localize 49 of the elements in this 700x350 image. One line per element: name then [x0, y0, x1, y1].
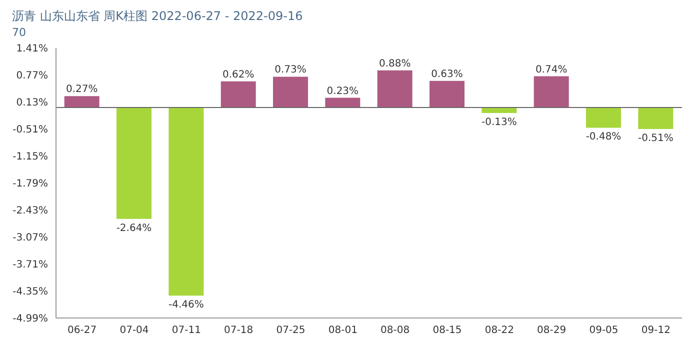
y-tick-label: 0.13% — [16, 98, 48, 109]
data-label: -0.13% — [481, 116, 517, 128]
data-label: -4.46% — [168, 300, 204, 311]
data-label: 0.23% — [326, 86, 359, 97]
data-label: 0.27% — [66, 84, 98, 96]
chart-title: 沥青 山东山东省 周K柱图 2022-06-27 - 2022-09-16 — [11, 8, 304, 25]
x-tick-label: 08-15 — [432, 325, 462, 336]
y-tick-label: -3.71% — [12, 260, 48, 271]
bar — [116, 107, 152, 219]
bar — [325, 98, 360, 108]
bar — [586, 107, 622, 128]
y-tick-label: -4.99% — [12, 314, 48, 325]
data-label: 0.63% — [431, 68, 463, 80]
y-tick-label: -2.43% — [12, 206, 48, 217]
bar — [168, 107, 204, 296]
data-label: -2.64% — [116, 222, 152, 234]
x-tick-label: 08-01 — [328, 325, 358, 336]
x-tick-label: 07-18 — [224, 325, 254, 336]
x-tick-label: 06-27 — [68, 325, 97, 336]
chart-subtitle: 70 — [11, 26, 27, 40]
x-tick-label: 07-04 — [120, 325, 149, 336]
x-tick-label: 07-25 — [276, 325, 306, 336]
y-tick-label: -1.15% — [12, 152, 48, 163]
data-label: 0.62% — [222, 69, 254, 80]
data-label: 0.88% — [378, 58, 411, 70]
bar — [64, 96, 100, 108]
bar — [220, 81, 256, 108]
x-tick-label: 09-12 — [641, 325, 670, 336]
data-label: -0.51% — [638, 133, 674, 144]
x-tick-label: 08-22 — [484, 325, 514, 336]
bar — [430, 80, 465, 108]
data-label: 0.74% — [535, 64, 568, 76]
x-tick-label: 09-05 — [589, 325, 618, 336]
bar — [377, 70, 412, 108]
bar — [482, 107, 517, 113]
x-tick-label: 07-11 — [172, 325, 201, 336]
y-tick-label: -4.35% — [12, 286, 48, 298]
bar — [534, 76, 569, 108]
y-tick-label: 1.41% — [16, 44, 48, 55]
y-tick-label: -0.51% — [12, 124, 48, 136]
y-tick-label: -3.07% — [12, 232, 48, 244]
bar — [273, 76, 308, 108]
data-label: 0.73% — [274, 64, 306, 76]
x-tick-label: 08-08 — [380, 325, 410, 336]
y-tick-label: 0.77% — [16, 70, 48, 82]
bar — [638, 107, 674, 129]
y-tick-label: -1.79% — [12, 178, 48, 190]
x-tick-label: 08-29 — [537, 325, 566, 336]
data-label: -0.48% — [586, 132, 622, 143]
